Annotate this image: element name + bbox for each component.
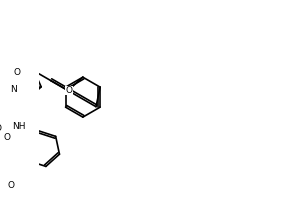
Text: O: O: [0, 124, 2, 133]
Text: O: O: [4, 133, 11, 142]
Text: O: O: [65, 86, 72, 95]
Text: N: N: [10, 85, 16, 94]
Text: NH: NH: [12, 122, 26, 131]
Text: O: O: [14, 68, 20, 77]
Text: O: O: [8, 181, 14, 190]
